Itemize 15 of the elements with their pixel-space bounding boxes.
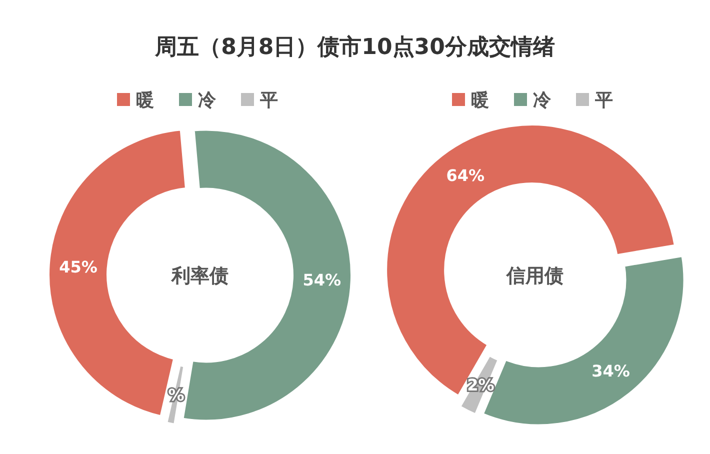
data-label: 2% [467,375,494,394]
data-label: % [168,386,184,405]
chart-title: 周五（8月8日）债市10点30分成交情绪 [154,34,555,60]
text: 信用债 [506,265,564,287]
legend-label: 暖 [471,90,489,111]
legend-label: 暖 [136,90,154,111]
legend-label: 冷 [533,90,552,111]
data-label: 34% [592,362,630,381]
legend-label: 冷 [198,90,217,111]
data-label: 64% [446,166,485,185]
data-label: 54% [302,270,342,290]
legend-label: 平 [594,90,613,111]
text: 利率债 [170,265,228,287]
data-label: 45% [59,257,98,276]
legend-label: 平 [259,90,278,111]
